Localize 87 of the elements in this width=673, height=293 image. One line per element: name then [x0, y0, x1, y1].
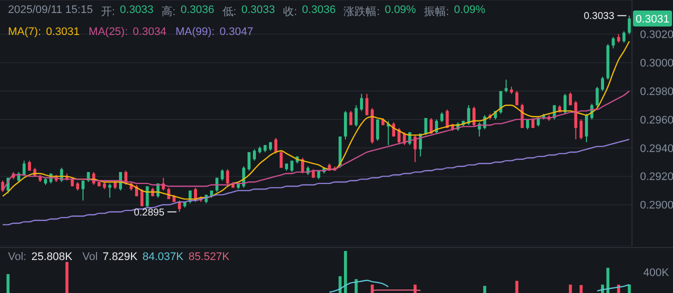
text: 400K [643, 267, 669, 279]
y-tick-label: 0.2900 [640, 200, 673, 212]
annotation: 低: [222, 5, 236, 19]
candlestick [22, 160, 26, 177]
bar [338, 276, 342, 293]
annotation: Vol [82, 251, 98, 263]
annotation: 0.3033 [584, 11, 615, 22]
candlestick [290, 160, 294, 173]
bar [628, 284, 631, 293]
y-tick-label: 0.2940 [640, 142, 673, 155]
candlestick [274, 137, 278, 154]
bar [6, 274, 10, 293]
annotation: 0.3047 [220, 26, 254, 38]
bar [65, 262, 68, 293]
annotation: 0.3033 [120, 4, 154, 18]
candlestick [140, 188, 144, 207]
y-tick-label: 0.2920 [640, 171, 673, 184]
candlestick [280, 150, 283, 168]
candlestick [601, 76, 604, 92]
candlestick [440, 112, 444, 123]
candlestick [226, 168, 230, 186]
annotation: 涨跌幅: [344, 5, 380, 19]
y-tick-label: 0.3020 [640, 29, 673, 42]
candlestick [349, 110, 352, 126]
candlestick [365, 93, 368, 116]
annotation: 2025/09/11 15:15 [8, 4, 93, 18]
annotation: 0.3031 [46, 26, 80, 38]
annotation: 0.09% [454, 4, 486, 18]
candlestick [360, 93, 364, 112]
y-tick-label: 0.2960 [640, 114, 673, 126]
line-series [2, 138, 630, 226]
candlestick [612, 36, 615, 49]
candlestick [248, 152, 251, 172]
annotation: 0.3033 [241, 4, 275, 18]
candlestick [596, 86, 599, 108]
annotation: 0.09% [384, 4, 416, 18]
candlestick [622, 30, 626, 44]
annotation: 开: [100, 5, 115, 19]
bar [568, 284, 572, 293]
y-tick-label: 0.2980 [640, 86, 673, 98]
candlestick [531, 118, 534, 128]
bar [515, 280, 518, 293]
candlestick [376, 118, 380, 142]
annotation: 0.3036 [180, 4, 214, 18]
line-series [2, 90, 630, 192]
candlestick [584, 113, 588, 143]
candlestick [414, 134, 417, 163]
candlestick [515, 90, 518, 106]
annotation: 收: [282, 5, 298, 19]
candlestick [504, 79, 508, 93]
y-tick-label: 0.3000 [640, 57, 673, 70]
annotation: 0.3034 [132, 26, 166, 38]
annotation: 25.808K [31, 251, 72, 263]
bar [483, 286, 486, 293]
annotation: 高: [162, 4, 176, 19]
line-series [2, 40, 630, 200]
candlestick [467, 104, 470, 126]
bar [370, 284, 374, 293]
candlestick [424, 118, 428, 136]
text: MA(99): [175, 26, 215, 38]
candlestick [472, 106, 476, 128]
annotation: 振幅: [424, 5, 450, 19]
bar [580, 285, 583, 293]
annotation: Vol: [8, 251, 26, 263]
candlestick [628, 15, 631, 35]
candlestick [215, 177, 218, 192]
annotation: 85.527K [188, 251, 230, 263]
candlestick [178, 200, 181, 212]
text: MA(7): [8, 26, 41, 38]
text: MA(25): [88, 26, 128, 38]
candlestick [564, 93, 567, 114]
annotation: 0.2895 [134, 207, 165, 218]
candlestick [580, 118, 583, 140]
annotation: 0.3036 [302, 4, 336, 18]
bar [606, 268, 610, 293]
bar [344, 251, 347, 293]
candlestick [446, 108, 449, 128]
candlestick [82, 180, 85, 201]
candlestick [499, 90, 502, 114]
annotation: 7.829K [102, 251, 138, 263]
candlestick [220, 168, 224, 182]
candlestick [252, 148, 256, 162]
text: 0.3031 [636, 13, 670, 26]
candlestick [568, 92, 572, 106]
candlestick [354, 104, 358, 128]
annotation: 84.037K [142, 251, 184, 263]
bar [354, 279, 358, 293]
